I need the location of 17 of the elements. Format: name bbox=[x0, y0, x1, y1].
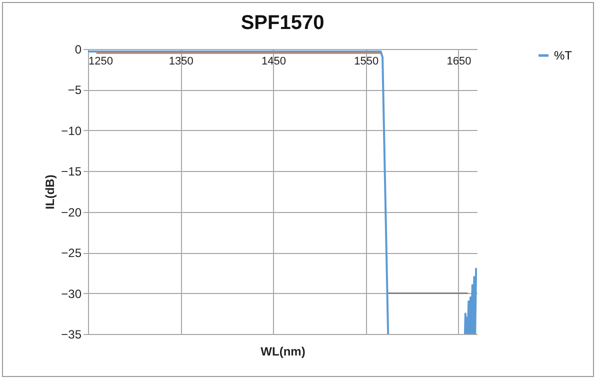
y-tick-label: −15 bbox=[61, 164, 82, 179]
x-tick-label: 1250 bbox=[88, 56, 113, 68]
chart-title: SPF1570 bbox=[240, 12, 324, 34]
x-axis-title: WL(nm) bbox=[260, 344, 306, 358]
y-tick-label: −30 bbox=[61, 286, 82, 301]
x-tick-label: 1650 bbox=[446, 56, 472, 68]
y-tick-label: −25 bbox=[61, 246, 82, 260]
legend-label: %T bbox=[554, 48, 573, 62]
y-tick-label: −35 bbox=[61, 328, 82, 342]
y-tick-label: 0 bbox=[74, 42, 82, 56]
x-tick-label: 1450 bbox=[261, 56, 286, 68]
y-axis-title: IL(dB) bbox=[43, 174, 58, 210]
y-tick-label: −10 bbox=[61, 124, 82, 138]
x-tick-label: 1550 bbox=[354, 56, 379, 68]
x-tick-label: 1350 bbox=[168, 56, 194, 68]
y-tick-label: −5 bbox=[68, 83, 82, 98]
y-tick-label: −20 bbox=[61, 205, 82, 220]
